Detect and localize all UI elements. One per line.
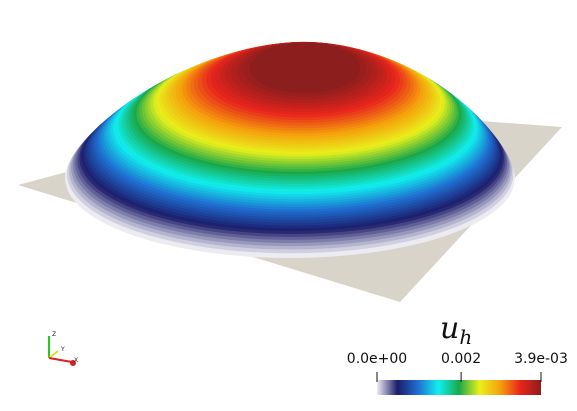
tick-label: 3.9e-03 (514, 351, 568, 367)
colorbar (377, 380, 541, 395)
x-axis (48, 357, 73, 363)
axis-label: Z (52, 331, 56, 338)
title-sub: h (459, 325, 472, 349)
x-axis-tip (70, 360, 76, 366)
colorbar-ticks: 0.0e+00 0.002 3.9e-03 (347, 351, 568, 382)
surface (18, 41, 562, 302)
orientation-axes: Z Y X (48, 331, 78, 366)
tick-label: 0.0e+00 (347, 351, 407, 367)
colorbar-title: uh (440, 311, 472, 349)
axis-label: Y (60, 346, 65, 353)
title-base: u (440, 311, 459, 346)
axis-label: X (74, 357, 78, 364)
tick-label: 0.002 (441, 351, 481, 367)
y-axis (48, 350, 59, 359)
surface-band (249, 42, 361, 94)
